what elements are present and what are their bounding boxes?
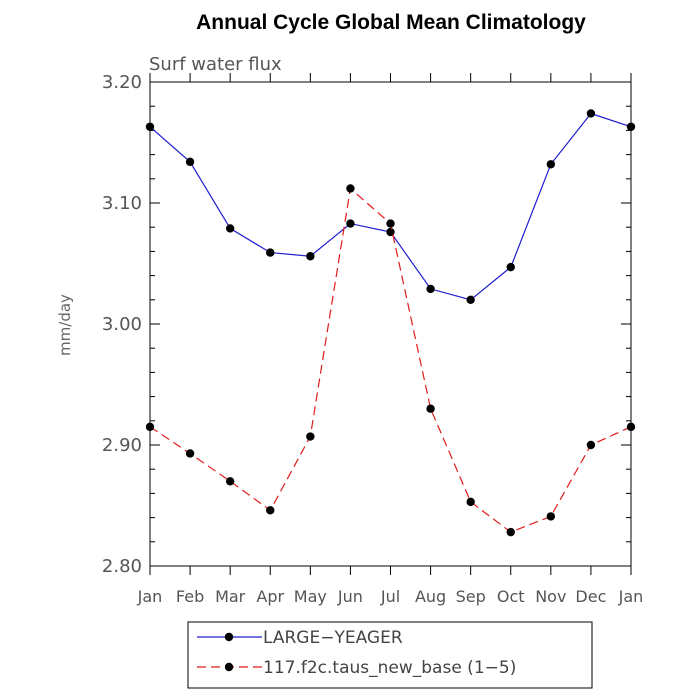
x-tick-label: Mar — [215, 587, 246, 606]
x-tick-label: Aug — [415, 587, 446, 606]
chart-title: Annual Cycle Global Mean Climatology — [196, 11, 586, 34]
series-1-point — [346, 219, 355, 228]
y-tick-label: 3.20 — [102, 72, 142, 93]
series-2-point — [145, 422, 155, 432]
series-1-point — [145, 122, 155, 131]
legend-marker-1 — [224, 632, 234, 642]
y-ticks: 2.80 2.90 3.00 3.10 3.20 — [102, 72, 631, 577]
series-2-point — [386, 219, 395, 228]
y-tick-label: 2.80 — [102, 556, 142, 577]
x-tick-label: May — [294, 587, 327, 606]
x-tick-label: Oct — [497, 587, 525, 606]
y-tick-label: 3.00 — [102, 314, 142, 335]
y-axis-label: mm/day — [56, 294, 74, 356]
series-2-point — [266, 506, 275, 515]
x-tick-label: Jun — [337, 587, 363, 606]
x-tick-label: Jan — [137, 587, 163, 606]
y-tick-label: 2.90 — [102, 435, 142, 456]
series-group — [145, 109, 636, 537]
series-2-point — [466, 497, 475, 507]
series-2-point — [346, 184, 355, 193]
series-2-point — [586, 440, 596, 450]
series-2-point — [626, 422, 636, 432]
x-tick-label: Apr — [256, 587, 284, 606]
x-ticks: Jan Feb Mar Apr May Jun Jul Aug Sep Oct Nov Dec Jan — [137, 73, 644, 606]
series-2-point — [506, 527, 515, 537]
legend-label-2: 117.f2c.taus_new_base (1−5) — [263, 658, 516, 678]
series-2-point — [306, 432, 315, 441]
x-tick-label: Sep — [456, 587, 486, 606]
chart-subtitle: Surf water flux — [149, 54, 282, 75]
legend: LARGE−YEAGER 117.f2c.taus_new_base (1−5) — [187, 621, 593, 689]
x-tick-label: Jan — [618, 587, 644, 606]
series-1-point — [506, 262, 515, 272]
series-1-point — [386, 227, 395, 237]
series-2-point — [426, 404, 435, 413]
x-tick-label: Jul — [380, 587, 400, 606]
series-1-point — [426, 284, 435, 294]
series-1-point — [185, 157, 195, 167]
series-2-point — [185, 449, 195, 458]
series-1-point — [306, 252, 315, 261]
series-1-point — [225, 224, 235, 233]
y-tick-label: 3.10 — [102, 193, 142, 214]
series-2-point — [225, 477, 235, 486]
x-tick-label: Dec — [575, 587, 606, 606]
legend-marker-2 — [224, 662, 234, 672]
legend-label-1: LARGE−YEAGER — [263, 628, 403, 648]
series-line-2 — [149, 187, 632, 533]
series-1-point — [546, 160, 556, 169]
series-line-1 — [149, 112, 632, 301]
series-1-point — [466, 295, 475, 304]
x-tick-label: Feb — [176, 587, 204, 606]
x-tick-label: Nov — [535, 587, 566, 606]
series-2-point — [546, 512, 556, 521]
series-1-point — [266, 248, 275, 257]
series-1-point — [626, 122, 636, 131]
legend-box — [187, 621, 593, 689]
series-1-point — [586, 109, 596, 118]
